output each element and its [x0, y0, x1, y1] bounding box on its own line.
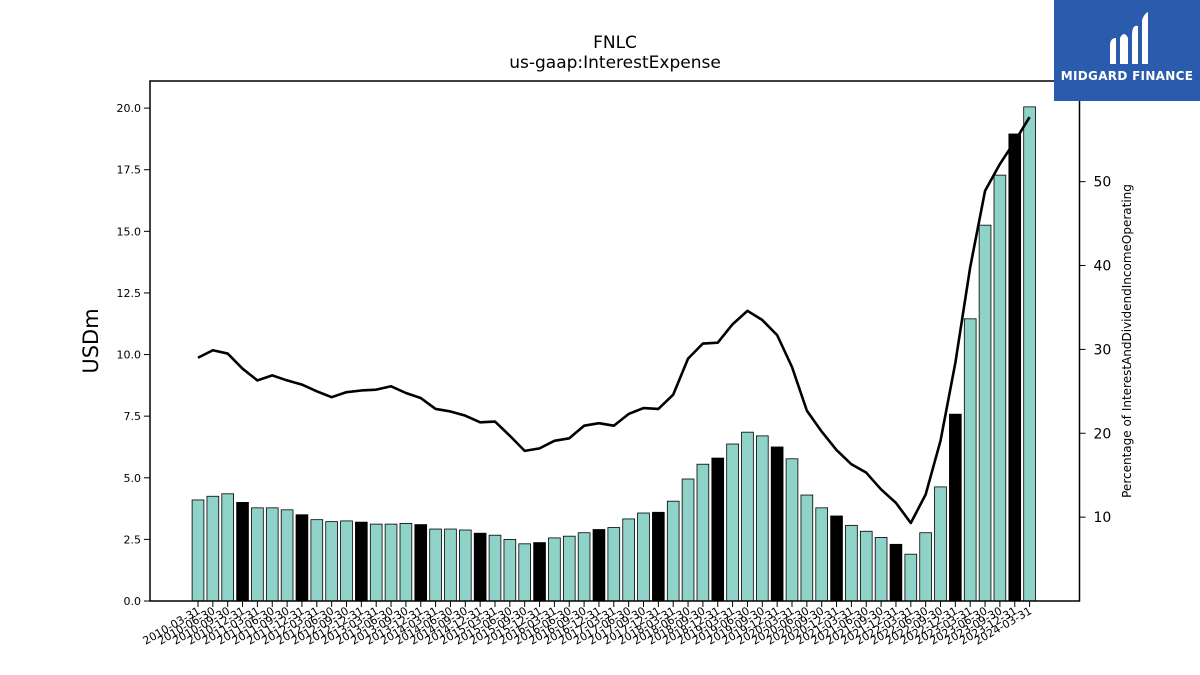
chart-subtitle: us-gaap:InterestExpense — [509, 53, 721, 73]
y-tick-label: 5.0 — [124, 472, 142, 485]
bar — [978, 224, 992, 602]
bar — [756, 435, 769, 602]
bar — [488, 534, 502, 602]
bar — [770, 446, 784, 602]
bar — [444, 528, 457, 602]
bar — [963, 318, 977, 602]
bar — [533, 542, 546, 602]
bar — [414, 524, 428, 602]
bar — [592, 529, 606, 602]
x-axis: 2010-03-312010-06-302010-09-302010-12-31… — [141, 601, 1034, 648]
bar — [369, 523, 383, 602]
y-axis-label: USDm — [79, 308, 103, 373]
bar — [666, 500, 680, 602]
y2-tick-label: 30 — [1094, 342, 1112, 358]
bar — [325, 521, 338, 602]
bar — [889, 543, 903, 602]
bar — [652, 511, 665, 602]
y2-tick-label: 10 — [1094, 510, 1112, 526]
bar — [785, 458, 799, 602]
bar — [458, 529, 472, 602]
bar — [577, 532, 591, 602]
y-axis-right: 10 20 30 40 50 — [1079, 175, 1112, 526]
bar — [726, 443, 739, 602]
y-tick-label: 2.5 — [124, 533, 142, 546]
bar — [874, 537, 888, 602]
bar — [741, 431, 754, 602]
y2-axis-label: Percentage of InterestAndDividendIncomeO… — [1120, 184, 1134, 498]
bar — [622, 518, 635, 602]
y2-tick-label: 40 — [1094, 259, 1112, 275]
bar — [384, 523, 398, 602]
bar — [934, 486, 947, 602]
y-tick-label: 17.5 — [117, 164, 142, 177]
bar — [993, 174, 1007, 602]
bar — [711, 457, 725, 602]
bar — [503, 538, 517, 602]
y-tick-label: 10.0 — [117, 349, 142, 362]
bar — [919, 532, 932, 602]
bar — [265, 507, 279, 602]
y-tick-label: 15.0 — [117, 225, 142, 238]
line-series — [197, 116, 1031, 525]
bar — [310, 519, 324, 602]
bar — [696, 463, 710, 602]
bar — [859, 530, 873, 602]
plot-frame — [149, 80, 1081, 602]
bar — [845, 524, 858, 602]
chart-title: FNLC — [593, 33, 637, 53]
bar — [637, 512, 650, 602]
bar — [355, 521, 368, 602]
bar — [206, 495, 220, 602]
bar — [191, 499, 205, 602]
y-tick-label: 12.5 — [117, 287, 142, 300]
bar — [1023, 106, 1036, 602]
bar — [1008, 133, 1022, 602]
midgard-logo-icon — [1110, 12, 1148, 64]
y-tick-label: 20.0 — [117, 102, 142, 115]
y-axis-left: 0.0 2.5 5.0 7.5 10.0 12.5 15.0 17.5 20.0 — [117, 102, 150, 608]
bar — [473, 532, 487, 602]
y-tick-label: 7.5 — [124, 410, 142, 423]
bar — [562, 535, 576, 602]
bar — [681, 478, 695, 602]
brand-badge: MIDGARD FINANCE — [1054, 0, 1200, 101]
bar — [800, 494, 814, 602]
brand-name: MIDGARD FINANCE — [1060, 69, 1194, 83]
bar — [815, 507, 828, 602]
bar — [236, 502, 249, 602]
bar — [399, 522, 413, 602]
bar — [548, 537, 561, 602]
bar — [295, 514, 309, 602]
bar — [904, 553, 918, 602]
bar — [949, 413, 962, 602]
y2-tick-label: 50 — [1094, 175, 1112, 191]
bar-series — [191, 106, 1036, 602]
bar — [280, 509, 294, 602]
y2-tick-label: 20 — [1094, 426, 1112, 442]
bar — [830, 515, 843, 602]
bar — [518, 543, 531, 602]
bar — [429, 528, 442, 602]
bar — [607, 527, 621, 602]
bar — [251, 507, 264, 602]
bar — [340, 520, 353, 602]
line-series-group — [197, 116, 1031, 525]
y-tick-label: 0.0 — [124, 595, 142, 608]
bar — [221, 493, 235, 602]
